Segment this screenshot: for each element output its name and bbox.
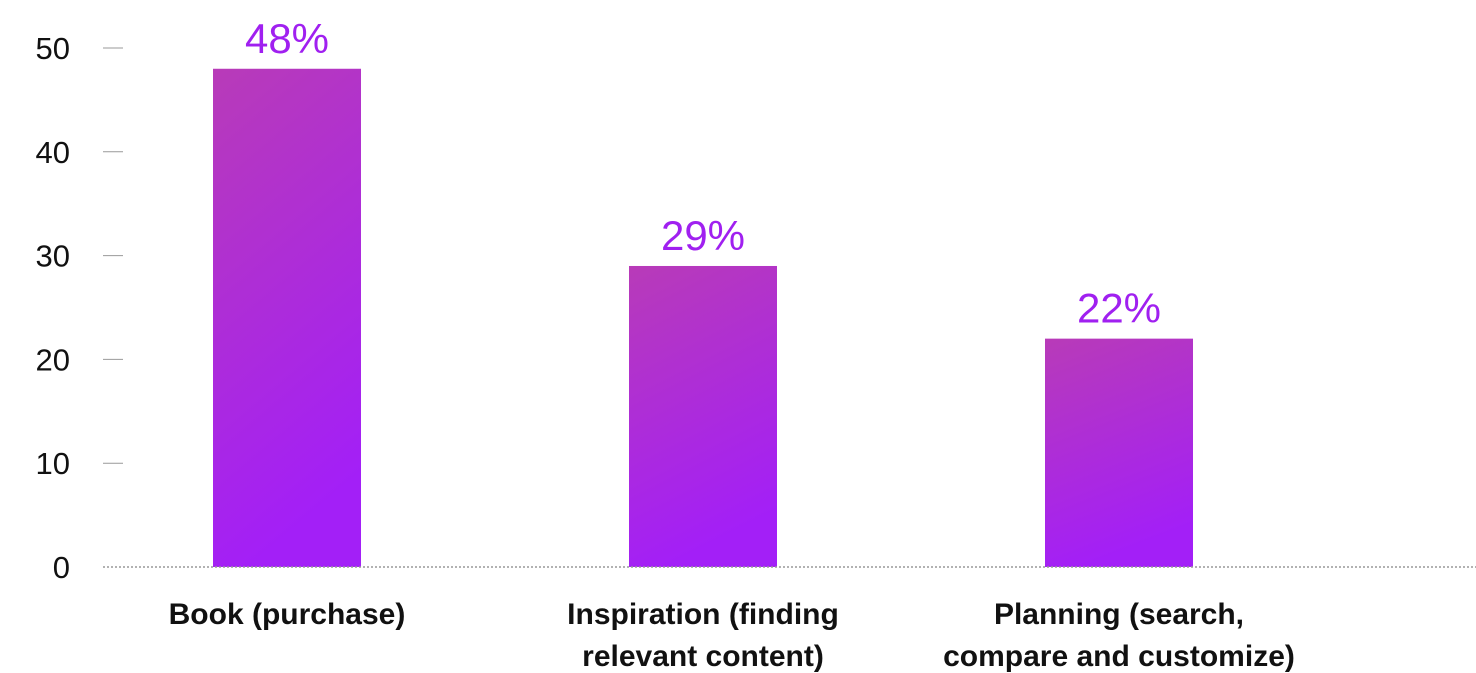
bar <box>1045 338 1193 567</box>
bars <box>213 68 1193 567</box>
x-category-label: Book (purchase) <box>169 598 406 631</box>
bar-value-label: 22% <box>1077 285 1161 332</box>
bar-value-label: 48% <box>245 15 329 62</box>
y-tick-label: 30 <box>36 239 70 274</box>
x-category-label: Inspiration (finding <box>567 598 839 631</box>
y-tick-label: 40 <box>36 135 70 170</box>
y-axis: 0 10 20 30 40 50 <box>36 31 123 585</box>
bar <box>213 68 361 567</box>
y-tick-label: 0 <box>53 550 70 585</box>
bar <box>629 265 777 567</box>
x-category-label: Planning (search, <box>994 598 1244 631</box>
y-tick-label: 20 <box>36 342 70 377</box>
category-labels: Book (purchase) Inspiration (finding relev… <box>169 598 1295 673</box>
value-labels: 48% 29% 22% <box>245 15 1161 332</box>
y-tick-label: 50 <box>36 31 70 66</box>
bar-value-label: 29% <box>661 212 745 259</box>
x-category-label: relevant content) <box>582 640 824 673</box>
y-tick-label: 10 <box>36 446 70 481</box>
x-category-label: compare and customize) <box>943 640 1295 673</box>
